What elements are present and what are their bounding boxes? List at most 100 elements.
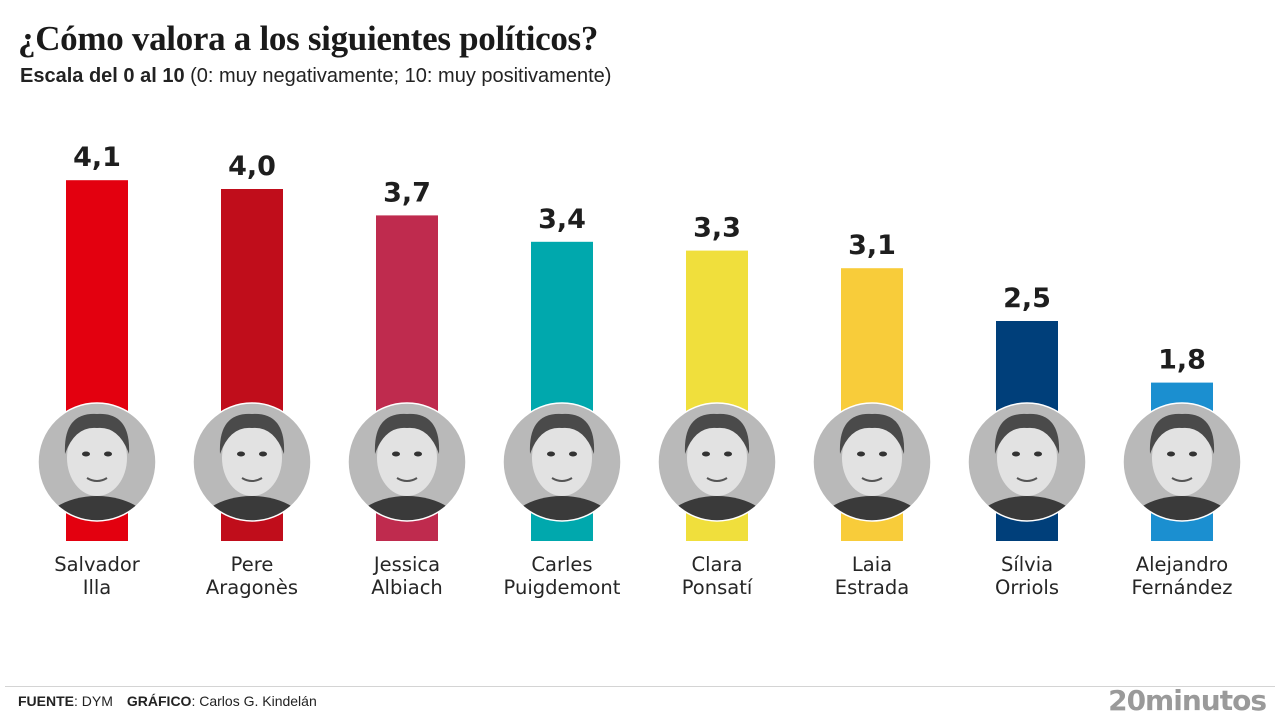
bar-value-label: 3,1 xyxy=(848,230,896,261)
portrait-mouth xyxy=(1171,477,1193,482)
politician-first-name: Clara xyxy=(692,553,743,576)
politician-first-name: Alejandro xyxy=(1136,553,1228,576)
portrait-hair xyxy=(219,413,285,454)
portrait-mouth xyxy=(241,477,263,482)
portrait-hair xyxy=(839,413,905,454)
politician-last-name: Orriols xyxy=(995,576,1059,599)
bar-value-label: 3,7 xyxy=(383,177,431,208)
portrait-mouth xyxy=(861,477,883,482)
portrait-border xyxy=(347,402,467,522)
portrait-photo xyxy=(348,403,466,521)
portrait-photo xyxy=(968,403,1086,521)
portrait-photo xyxy=(658,403,776,521)
portrait-eye xyxy=(392,451,400,457)
portrait-eye xyxy=(1034,451,1042,457)
portrait-border xyxy=(502,402,622,522)
portrait-eye xyxy=(1167,451,1175,457)
politician-last-name: Albiach xyxy=(371,576,443,599)
portrait-eye xyxy=(857,451,865,457)
source-label: FUENTE xyxy=(18,693,74,709)
politician-last-name: Fernández xyxy=(1131,576,1232,599)
portrait-mouth xyxy=(1016,477,1038,482)
politician-first-name: Sílvia xyxy=(1001,553,1053,576)
footer-credits: FUENTE: DYM GRÁFICO: Carlos G. Kindelán xyxy=(18,693,317,709)
portrait-mouth xyxy=(706,477,728,482)
brand-logo: 20minutos xyxy=(1108,684,1267,717)
bar-value-label: 2,5 xyxy=(1003,283,1051,314)
portrait-eye xyxy=(1189,451,1197,457)
portrait-eye xyxy=(104,451,112,457)
politician-last-name: Aragonès xyxy=(206,576,298,599)
portrait-mouth xyxy=(551,477,573,482)
graphic-credit: : Carlos G. Kindelán xyxy=(191,693,317,709)
portrait-eye xyxy=(259,451,267,457)
portrait-eye xyxy=(724,451,732,457)
portrait-hair xyxy=(684,413,750,454)
portrait-border xyxy=(192,402,312,522)
portrait-hair xyxy=(1149,413,1215,454)
portrait-face xyxy=(1152,420,1212,496)
portrait-border xyxy=(657,402,777,522)
portrait-face xyxy=(532,420,592,496)
portrait-face xyxy=(687,420,747,496)
politician-first-name: Jessica xyxy=(372,553,440,576)
portrait-photo xyxy=(503,403,621,521)
portrait-photo xyxy=(38,403,156,521)
portrait-hair xyxy=(994,413,1060,454)
chart-title: ¿Cómo valora a los siguientes políticos? xyxy=(18,19,599,58)
portrait-face xyxy=(997,420,1057,496)
portrait-hair xyxy=(374,413,440,454)
portrait-eye xyxy=(1012,451,1020,457)
portrait-hair xyxy=(529,413,595,454)
portrait-face xyxy=(222,420,282,496)
politician-last-name: Puigdemont xyxy=(504,576,621,599)
politician-last-name: Ponsatí xyxy=(682,576,753,599)
bar-value-label: 1,8 xyxy=(1158,345,1206,376)
politician-last-name: Estrada xyxy=(835,576,909,599)
portrait-border xyxy=(37,402,157,522)
portrait-eye xyxy=(569,451,577,457)
portrait-photo xyxy=(1123,403,1241,521)
portrait-face xyxy=(377,420,437,496)
portrait-eye xyxy=(547,451,555,457)
portrait-eye xyxy=(82,451,90,457)
bar-value-label: 3,3 xyxy=(693,213,741,244)
footer-divider xyxy=(5,686,1275,687)
bar-value-label: 4,1 xyxy=(73,142,121,173)
portrait-border xyxy=(1122,402,1242,522)
portrait-border xyxy=(967,402,1087,522)
portrait-photo xyxy=(813,403,931,521)
chart-subtitle: Escala del 0 al 10 (0: muy negativamente… xyxy=(20,62,611,90)
portrait-photo xyxy=(193,403,311,521)
politician-first-name: Carles xyxy=(531,553,592,576)
portrait-face xyxy=(842,420,902,496)
subtitle-scale-description: (0: muy negativamente; 10: muy positivam… xyxy=(184,65,612,87)
portrait-mouth xyxy=(396,477,418,482)
politician-first-name: Laia xyxy=(852,553,892,576)
politician-first-name: Salvador xyxy=(54,553,141,576)
source-value: : DYM xyxy=(74,693,113,709)
subtitle-scale: Escala del 0 al 10 xyxy=(20,65,185,87)
portrait-eye xyxy=(414,451,422,457)
politician-last-name: Illa xyxy=(83,576,112,599)
portrait-border xyxy=(812,402,932,522)
graphic-label: GRÁFICO xyxy=(126,693,192,709)
portrait-mouth xyxy=(86,477,108,482)
bar-value-label: 4,0 xyxy=(228,151,276,182)
bar-value-label: 3,4 xyxy=(538,204,586,235)
portrait-eye xyxy=(237,451,245,457)
portrait-eye xyxy=(702,451,710,457)
portrait-eye xyxy=(879,451,887,457)
portrait-face xyxy=(67,420,127,496)
politician-first-name: Pere xyxy=(231,553,274,576)
